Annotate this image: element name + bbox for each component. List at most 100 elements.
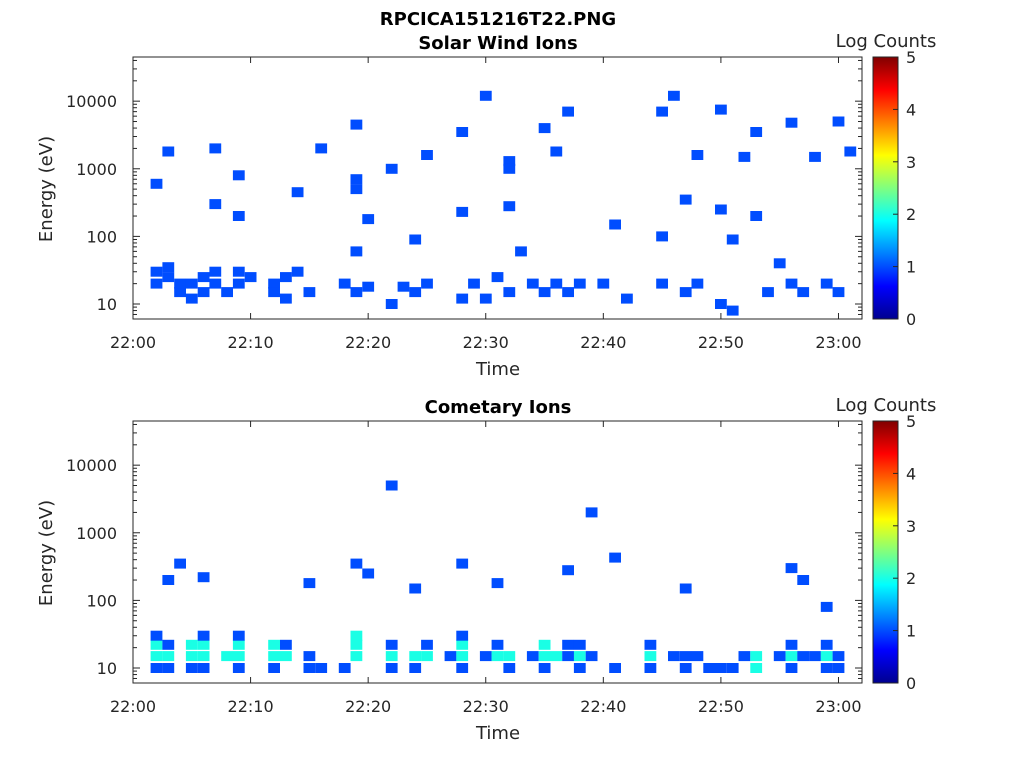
colorbar-tick-label: 0	[906, 674, 916, 693]
heatmap-cell	[832, 651, 845, 662]
heatmap-cell	[409, 663, 422, 673]
heatmap-cell	[385, 663, 398, 673]
heatmap-cell	[385, 163, 398, 174]
colorbar-tick-label: 0	[906, 310, 916, 329]
heatmap-cell	[421, 639, 433, 650]
heatmap-cell	[362, 568, 375, 579]
heatmap-cell	[503, 287, 516, 298]
heatmap-cell	[515, 246, 527, 257]
y-tick-label: 10000	[66, 456, 117, 475]
heatmap-cell	[185, 663, 198, 673]
heatmap-cell	[491, 651, 504, 662]
heatmap-cell	[232, 170, 245, 181]
heatmap-cell	[197, 663, 210, 673]
heatmap-cell	[197, 272, 210, 283]
colorbar	[872, 420, 899, 684]
heatmap-cell	[715, 204, 727, 215]
heatmap-cell	[291, 187, 304, 198]
heatmap-cell	[444, 651, 457, 662]
heatmap-cell	[562, 287, 574, 298]
heatmap-cell	[303, 651, 316, 662]
heatmap-cell	[409, 583, 422, 594]
heatmap-cell	[503, 156, 516, 167]
colorbar-tick-label: 4	[906, 464, 916, 483]
heatmap-cell	[409, 287, 422, 298]
y-ticks: 10 100 1000 10000	[66, 423, 862, 684]
heatmap-cell	[691, 150, 704, 160]
heatmap-cell	[162, 651, 175, 662]
heatmap-cell	[503, 651, 516, 662]
heatmap-cell	[456, 206, 469, 217]
heatmap-cell	[550, 278, 563, 289]
heatmap-cell	[832, 287, 845, 298]
y-tick-label: 100	[86, 591, 117, 610]
heatmap-cell	[232, 211, 245, 221]
heatmap-cell	[280, 639, 292, 650]
heatmap-cell	[185, 651, 198, 662]
heatmap-cell	[338, 663, 351, 673]
heatmap-cell	[197, 572, 210, 583]
heatmap-cell	[315, 663, 328, 673]
heatmap-cell	[456, 663, 469, 673]
heatmap-cell	[550, 146, 563, 157]
heatmap-cell	[150, 663, 163, 673]
heatmap-cell	[526, 651, 539, 662]
x-ticks: 22:00 22:10 22:20 22:30 22:40 22:50 23:00	[110, 57, 862, 352]
heatmap-cell	[785, 278, 798, 289]
heatmap-cell	[573, 651, 586, 662]
heatmap-cell	[715, 104, 727, 115]
heatmap-cell	[762, 287, 774, 298]
colorbar-ticks: 0 1 2 3 4 5	[893, 412, 916, 693]
heatmap-cell	[691, 278, 704, 289]
heatmap-cell	[715, 663, 727, 673]
x-axis-label: Time	[475, 359, 520, 380]
heatmap-cell	[585, 507, 598, 518]
x-ticks: 22:00 22:10 22:20 22:30 22:40 22:50 23:00	[110, 421, 862, 716]
heatmap-cell	[491, 578, 504, 589]
heatmap-cell	[421, 150, 433, 160]
heatmap-cell	[162, 272, 175, 283]
heatmap-cell	[350, 558, 363, 569]
heatmap-cell	[691, 651, 704, 662]
heatmap-cell	[797, 287, 810, 298]
heatmap-cell	[679, 651, 692, 662]
heatmap-cell	[538, 123, 551, 134]
heatmap-cell	[538, 639, 551, 650]
heatmap-cell	[350, 639, 363, 650]
heatmap-cell	[609, 219, 621, 230]
heatmap-cell	[832, 116, 845, 127]
x-tick-label: 22:50	[698, 333, 744, 352]
heatmap-cell	[679, 663, 692, 673]
heatmap-cell	[162, 262, 175, 273]
heatmap-cell	[656, 278, 668, 289]
heatmap-cell	[232, 639, 245, 650]
colorbar-tick-label: 4	[906, 100, 916, 119]
heatmap-cell	[656, 231, 668, 242]
heatmap-cell	[679, 287, 692, 298]
colorbar-tick-label: 1	[906, 258, 916, 277]
heatmap-cell	[150, 630, 163, 641]
colorbar-tick-label: 5	[906, 48, 916, 67]
colorbar-ticks: 0 1 2 3 4 5	[893, 48, 916, 329]
colorbar-tick-label: 2	[906, 569, 916, 588]
heatmap-cell	[197, 630, 210, 641]
x-tick-label: 22:10	[228, 333, 274, 352]
panel-title: Cometary Ions	[425, 397, 572, 418]
heatmap-cell	[820, 278, 833, 289]
heatmap-cell	[350, 630, 363, 641]
heatmap-cell	[350, 174, 363, 185]
heatmap-cell	[162, 663, 175, 673]
heatmap-cell	[644, 651, 657, 662]
heatmap-cell	[479, 90, 492, 101]
heatmap-cell	[268, 651, 280, 662]
heatmap-cell	[268, 287, 280, 298]
x-tick-label: 22:00	[110, 697, 156, 716]
solar-wind-panel: Solar Wind Ions Log Counts Time Energy (…	[36, 31, 936, 380]
heatmap-cell	[550, 651, 563, 662]
heatmap-cell	[185, 293, 198, 304]
heatmap-cell	[244, 272, 257, 283]
heatmap-cell	[268, 663, 280, 673]
heatmap-cell	[679, 583, 692, 594]
heatmap-cell	[385, 299, 398, 309]
heatmap-cell	[350, 184, 363, 195]
